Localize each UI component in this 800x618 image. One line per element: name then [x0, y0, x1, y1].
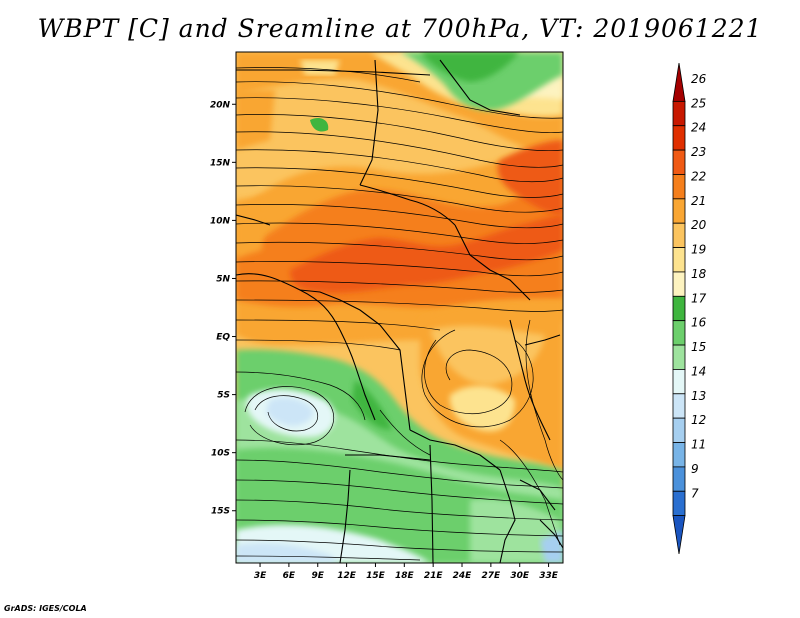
colorbar-label: 9 — [691, 462, 699, 476]
wbpt-field — [236, 52, 563, 563]
colorbar-segment — [672, 417, 686, 443]
colorbar-label: 16 — [691, 316, 707, 330]
colorbar-segment — [672, 62, 686, 102]
colorbar-segment — [672, 344, 686, 370]
lat-label: EQ — [216, 333, 230, 343]
colorbar-segment — [672, 295, 686, 322]
lon-label: 27E — [482, 571, 502, 581]
colorbar-label: 17 — [691, 291, 707, 305]
colorbar-segment — [672, 149, 686, 175]
lon-label: 12E — [337, 571, 357, 581]
colorbar-segment — [672, 100, 686, 127]
map-frame — [235, 51, 564, 564]
colorbar-label: 11 — [691, 438, 706, 452]
lon-label: 33E — [539, 571, 559, 581]
colorbar-label: 18 — [691, 267, 707, 281]
lat-label: 15N — [210, 158, 231, 168]
streamlines — [236, 67, 563, 561]
chart-title: WBPT [C] and Sreamline at 700hPa, VT: 20… — [37, 14, 763, 43]
coastlines-borders — [236, 59, 563, 563]
lat-label: 5S — [217, 391, 230, 401]
lon-label: 15E — [366, 571, 386, 581]
colorbar-segment — [672, 515, 686, 555]
lon-label: 3E — [254, 571, 267, 581]
latitude-axis: 20N 15N 10N 5N EQ 5S 10S 15S — [210, 100, 236, 517]
longitude-axis: 3E 6E 9E 12E 15E 18E 21E 24E 27E 30E 33E — [254, 563, 559, 581]
lon-label: 6E — [283, 571, 296, 581]
colorbar-label: 21 — [691, 194, 706, 208]
lat-label: 5N — [216, 274, 230, 284]
colorbar-label: 15 — [691, 340, 706, 354]
lat-label: 10N — [210, 216, 231, 226]
colorbar-segment — [672, 222, 686, 248]
lon-label: 18E — [395, 571, 415, 581]
colorbar-segment — [672, 125, 686, 151]
colorbar-segment — [672, 174, 686, 200]
colorbar-label: 22 — [691, 169, 706, 183]
lat-label: 20N — [210, 100, 231, 110]
colorbar-label: 23 — [691, 145, 706, 159]
colorbar-segment — [672, 393, 686, 419]
colorbar-segment — [672, 320, 686, 346]
colorbar-segment — [672, 442, 686, 468]
colorbar-label: 26 — [691, 72, 707, 86]
colorbar-segment — [672, 466, 686, 492]
lon-label: 9E — [312, 571, 325, 581]
lon-label: 24E — [453, 571, 473, 581]
colorbar-label: 12 — [691, 413, 706, 427]
colorbar-label: 13 — [691, 389, 706, 403]
colorbar-label: 7 — [691, 486, 699, 500]
colorbar-segment — [672, 490, 686, 517]
colorbar-segment — [672, 271, 686, 297]
lat-label: 10S — [211, 449, 230, 459]
lat-label: 15S — [211, 507, 230, 517]
lon-label: 21E — [424, 571, 444, 581]
colorbar-label: 24 — [691, 121, 706, 135]
colorbar-label: 20 — [691, 218, 707, 232]
colorbar-segment — [672, 198, 686, 224]
colorbar-segment — [672, 247, 686, 273]
colorbar-label: 19 — [691, 243, 706, 257]
footer-credit: GrADS: IGES/COLA — [4, 604, 87, 613]
colorbar-label: 25 — [691, 96, 706, 110]
colorbar: 26 25 24 23 22 21 20 19 18 17 16 15 14 13 12 11 9 7 — [672, 62, 707, 555]
colorbar-segment — [672, 369, 686, 395]
lon-label: 30E — [510, 571, 530, 581]
colorbar-label: 14 — [691, 364, 706, 378]
